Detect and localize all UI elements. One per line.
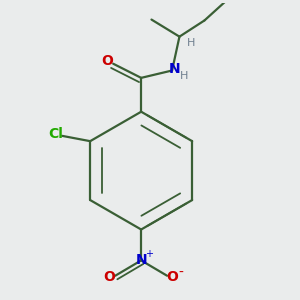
Text: +: + — [146, 249, 153, 259]
Text: Cl: Cl — [48, 128, 63, 141]
Text: N: N — [135, 253, 147, 267]
Text: H: H — [180, 71, 189, 81]
Text: H: H — [187, 38, 195, 47]
Text: O: O — [101, 54, 113, 68]
Text: -: - — [179, 266, 184, 280]
Text: O: O — [167, 270, 178, 283]
Text: O: O — [103, 270, 115, 283]
Text: N: N — [169, 62, 181, 76]
